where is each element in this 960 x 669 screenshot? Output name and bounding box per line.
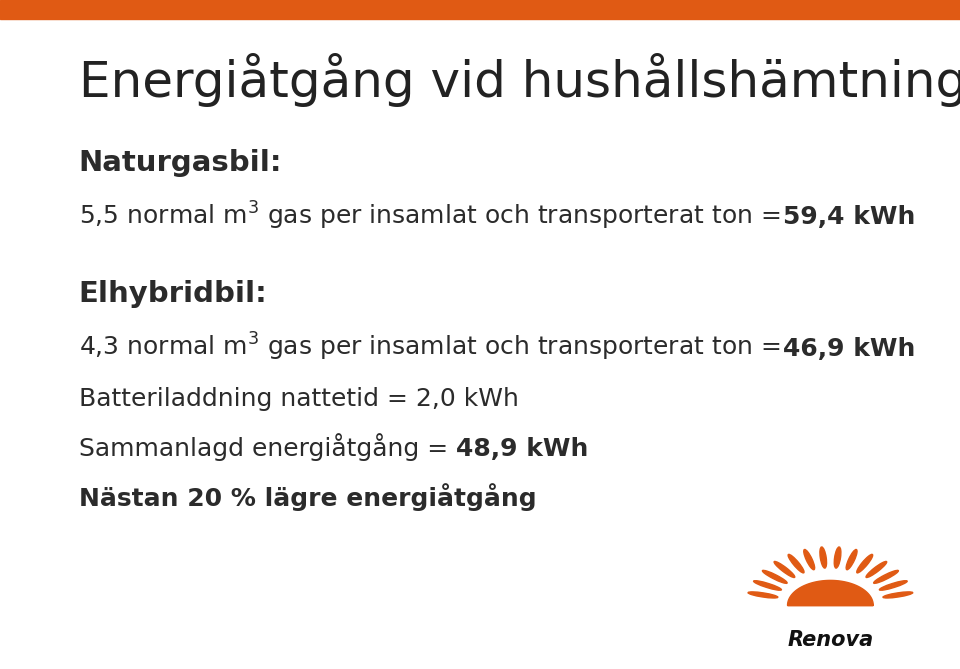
Text: 46,9 kWh: 46,9 kWh [782, 337, 915, 361]
Ellipse shape [748, 592, 778, 598]
Ellipse shape [762, 571, 787, 583]
Text: Batteriladdning nattetid = 2,0 kWh: Batteriladdning nattetid = 2,0 kWh [79, 387, 518, 411]
Polygon shape [787, 581, 874, 605]
Text: 48,9 kWh: 48,9 kWh [456, 438, 588, 461]
Ellipse shape [754, 581, 781, 590]
Text: 5,5 normal m$^3$ gas per insamlat och transporterat ton =: 5,5 normal m$^3$ gas per insamlat och tr… [79, 199, 782, 231]
Ellipse shape [820, 547, 827, 568]
Text: Elhybridbil:: Elhybridbil: [79, 280, 268, 308]
Ellipse shape [846, 549, 857, 570]
Ellipse shape [774, 561, 795, 577]
Ellipse shape [856, 555, 873, 573]
Ellipse shape [879, 581, 907, 590]
Text: Sammanlagd energiåtgång =: Sammanlagd energiåtgång = [79, 434, 456, 461]
Text: Renova: Renova [787, 630, 874, 650]
Ellipse shape [788, 555, 804, 573]
Text: 59,4 kWh: 59,4 kWh [782, 205, 915, 229]
Text: Nästan 20 % lägre energiåtgång: Nästan 20 % lägre energiåtgång [79, 484, 537, 511]
Bar [0, 0, 960, 19]
Ellipse shape [874, 571, 899, 583]
Text: 4,3 normal m$^3$ gas per insamlat och transporterat ton =: 4,3 normal m$^3$ gas per insamlat och tr… [79, 331, 782, 363]
Text: Energiåtgång vid hushållshämtning: Energiåtgång vid hushållshämtning [79, 53, 960, 107]
Ellipse shape [883, 592, 913, 598]
Ellipse shape [804, 549, 815, 570]
Text: Naturgasbil:: Naturgasbil: [79, 149, 282, 177]
Ellipse shape [834, 547, 841, 568]
Ellipse shape [866, 561, 887, 577]
